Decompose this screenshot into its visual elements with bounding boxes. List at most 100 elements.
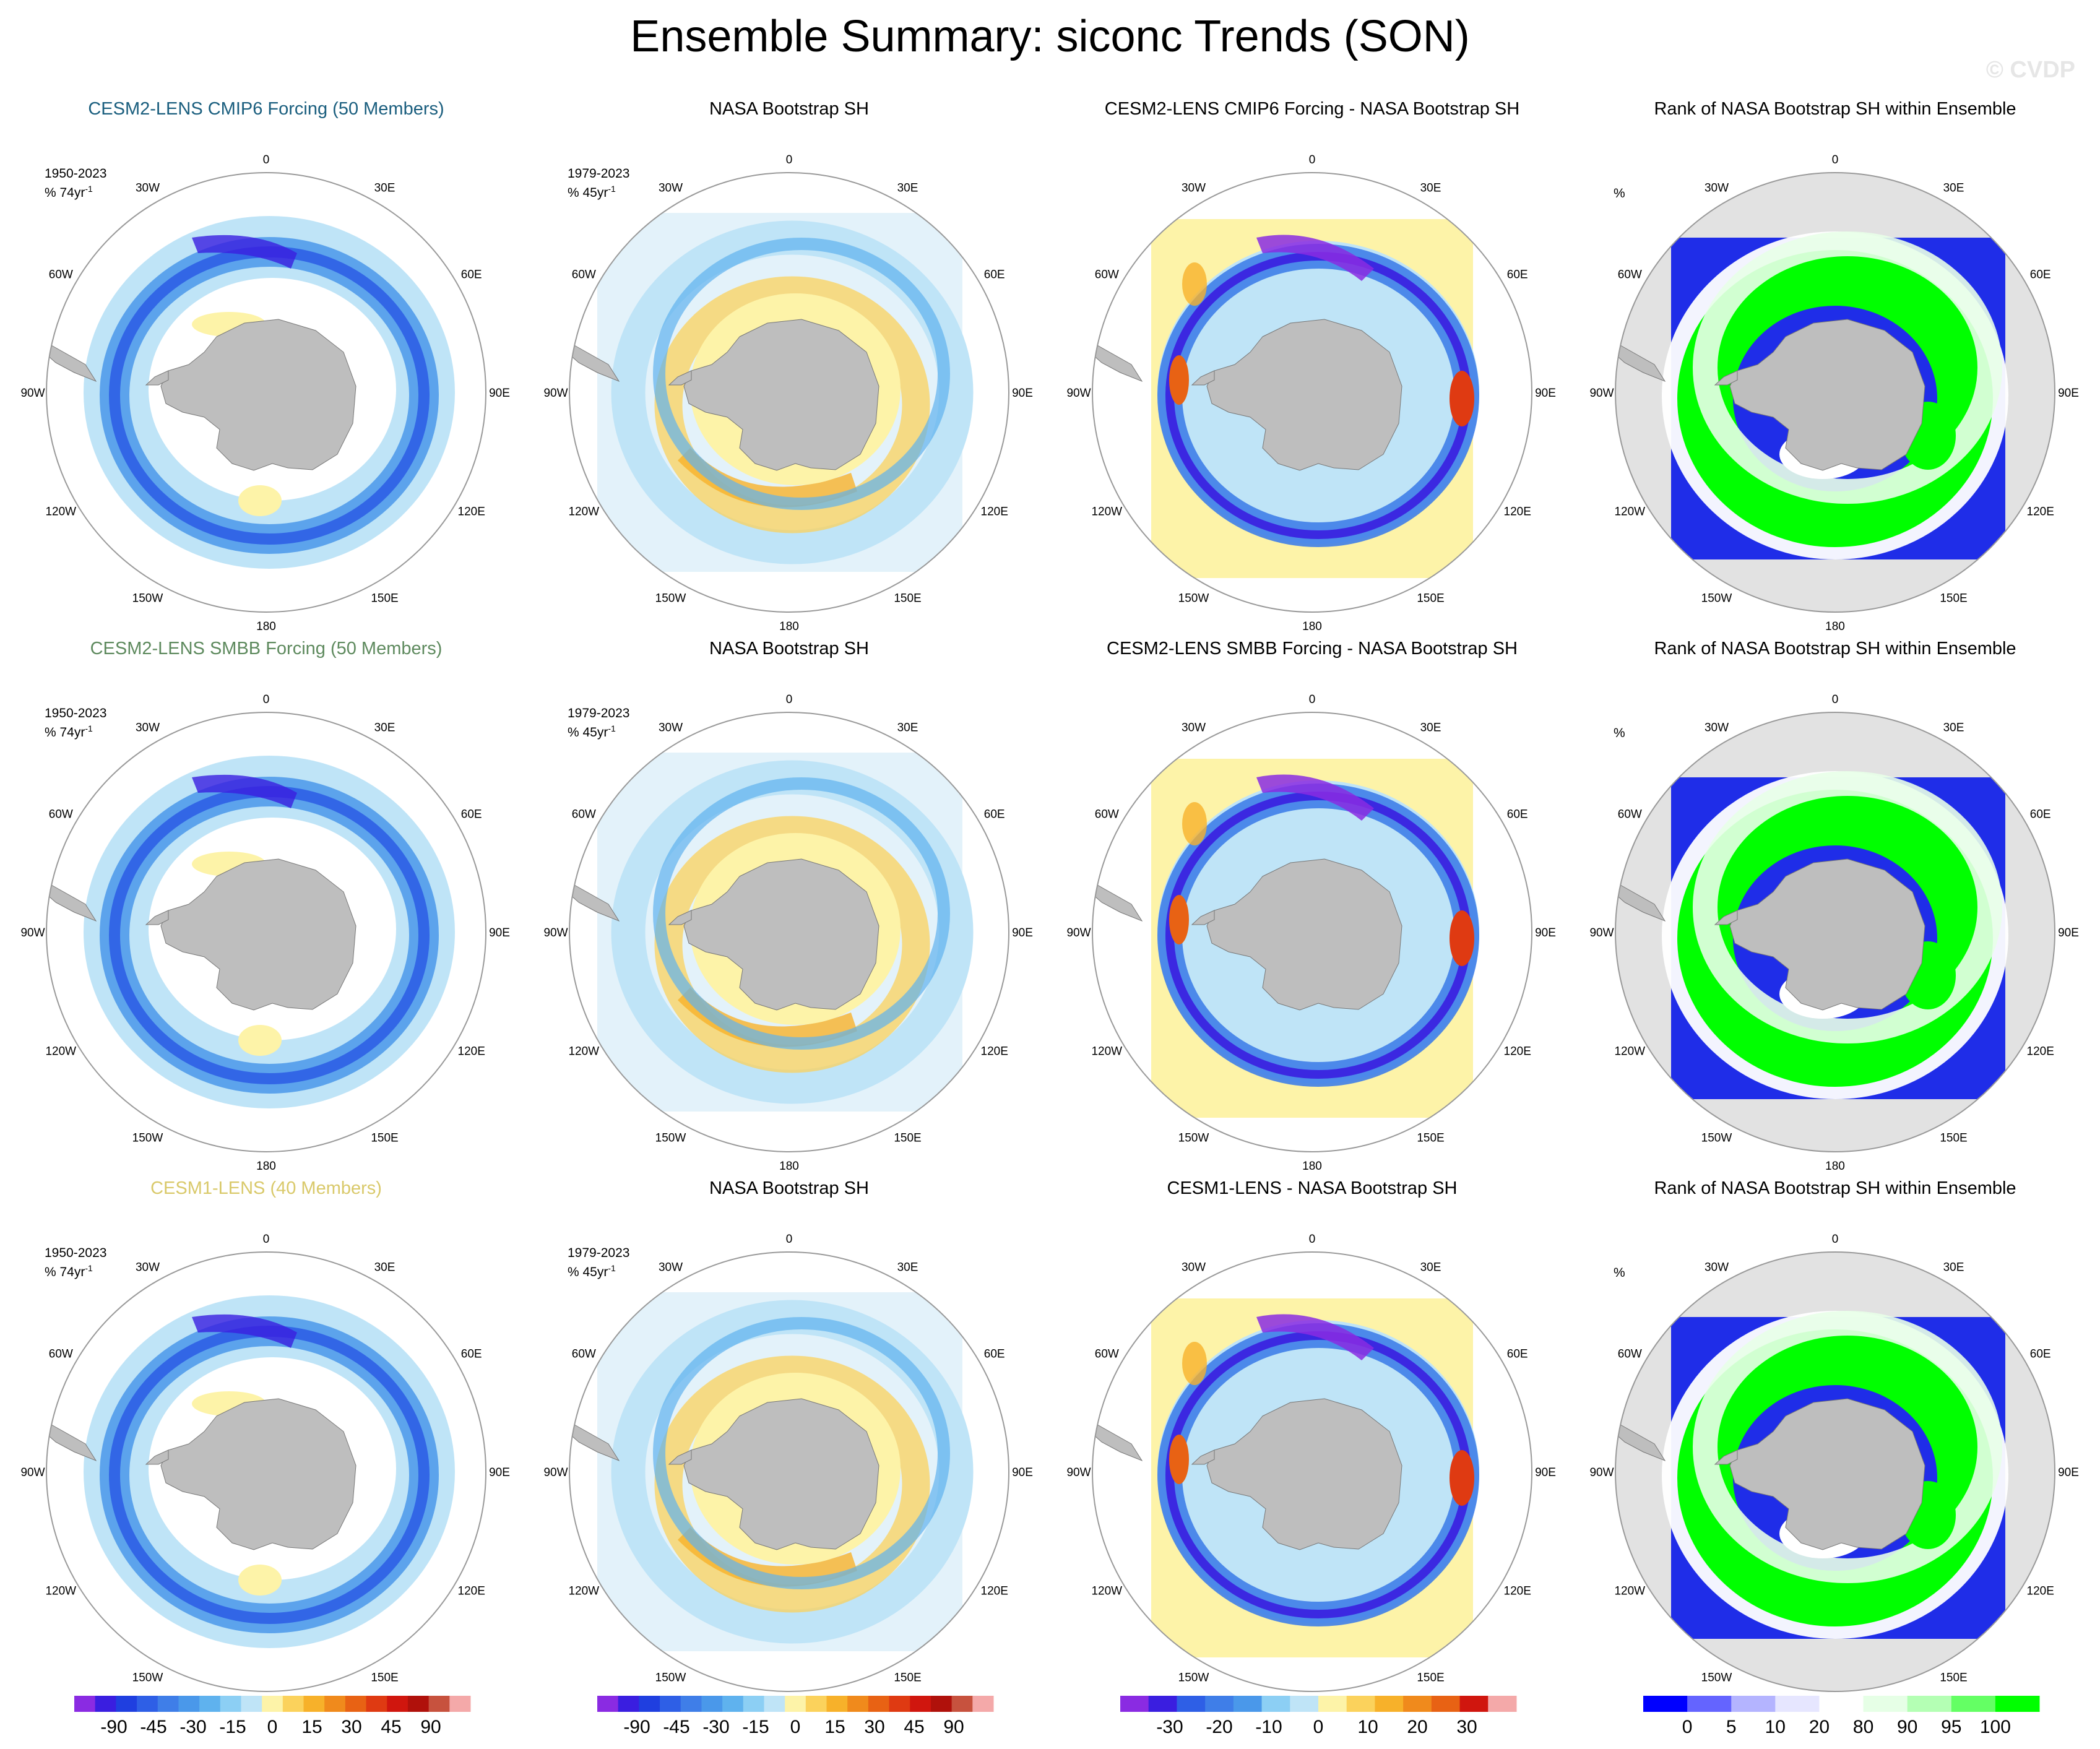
longitude-label: 60W — [572, 1348, 596, 1361]
longitude-label: 90W — [20, 1466, 45, 1479]
map-annotation: 1950-2023% 74yr-1 — [45, 706, 106, 740]
longitude-label: 90W — [20, 926, 45, 939]
colorbar-swatch — [1261, 1696, 1290, 1712]
land-masses — [46, 319, 387, 635]
units-exponent: -1 — [85, 723, 93, 733]
tasmania-shape — [1948, 620, 1956, 635]
longitude-label: 90W — [1066, 387, 1091, 400]
colorbar-label: 10 — [1357, 1717, 1378, 1737]
map-field — [1092, 1298, 1479, 1657]
colorbar-swatch — [116, 1696, 137, 1712]
panel-title: CESM1-LENS (40 Members) — [150, 1178, 382, 1198]
longitude-label: 150E — [1940, 1132, 1967, 1145]
antarctic-peninsula-shape — [668, 910, 692, 925]
longitude-label: 60E — [2030, 1348, 2051, 1361]
panel-title: Rank of NASA Bootstrap SH within Ensembl… — [1654, 99, 2016, 119]
longitude-label: 120W — [45, 1045, 76, 1058]
longitude-label: 120W — [1091, 1045, 1122, 1058]
longitude-label: 60W — [49, 269, 73, 282]
units-label: % 74yr-1 — [45, 181, 106, 201]
map-field — [46, 1295, 455, 1648]
longitude-label: 120E — [1504, 1045, 1531, 1058]
units-label: % 45yr-1 — [568, 1261, 629, 1280]
longitude-label: 180 — [779, 1160, 799, 1173]
land-masses — [46, 858, 356, 1011]
longitude-label: 90W — [1589, 387, 1614, 400]
longitude-label: 150W — [1178, 1672, 1209, 1685]
colorbar-swatch — [220, 1696, 241, 1712]
map-boundary — [569, 172, 1009, 613]
south-america-shape — [1615, 1422, 1666, 1462]
colorbar-swatch — [366, 1696, 387, 1712]
map-annotation: 1979-2023% 45yr-1 — [568, 706, 629, 740]
colorbar-svg: -30 -20 -10 0 10 20 30 — [1120, 1696, 1517, 1737]
longitude-label: 30E — [1420, 181, 1441, 194]
units-text: % — [1614, 186, 1625, 201]
longitude-label: 150W — [132, 1672, 163, 1685]
map-field — [1615, 712, 2055, 1152]
longitude-label: 120W — [568, 506, 599, 519]
colorbar-swatch — [951, 1696, 973, 1712]
map-field — [1615, 1252, 2055, 1691]
panel-row1-obs: NASA Bootstrap SH 0 30E 60E 90E 120E 150E 180 1… — [529, 99, 1049, 644]
antarctic-peninsula-shape — [668, 1449, 692, 1465]
colorbar-label: 90 — [943, 1717, 964, 1737]
longitude-label: 60E — [984, 269, 1005, 282]
longitude-label: 120W — [568, 1045, 599, 1058]
colorbar-swatch — [722, 1696, 744, 1712]
antarctic-peninsula-shape — [1191, 370, 1215, 386]
map-boundary — [1092, 712, 1532, 1152]
longitude-label: 60E — [461, 1348, 482, 1361]
colorbar-swatch — [262, 1696, 283, 1712]
map-boundary — [1092, 172, 1532, 613]
panel-title: NASA Bootstrap SH — [709, 1178, 869, 1198]
longitude-label: 150E — [1940, 592, 1967, 605]
panel-title: CESM2-LENS CMIP6 Forcing (50 Members) — [88, 99, 444, 119]
longitude-label: 90E — [2058, 1466, 2079, 1479]
land-masses — [1092, 858, 1402, 1011]
colorbar-swatch — [137, 1696, 158, 1712]
longitude-label: 150E — [1940, 1672, 1967, 1685]
longitude-label: 60E — [461, 808, 482, 821]
longitude-label: 120W — [1614, 1045, 1645, 1058]
longitude-label: 150E — [894, 1132, 921, 1145]
units-text: % 74yr — [45, 1265, 85, 1279]
panel-row1-rank: Rank of NASA Bootstrap SH within Ensembl… — [1575, 99, 2095, 644]
colorbar-swatch — [157, 1696, 179, 1712]
colorbar-swatch — [1205, 1696, 1234, 1712]
longitude-label: 180 — [1825, 620, 1845, 633]
map-field — [569, 213, 974, 572]
units-label: % 45yr-1 — [568, 181, 629, 201]
longitude-label: 150W — [1178, 592, 1209, 605]
longitude-label: 90W — [1066, 1466, 1091, 1479]
longitude-label: 150E — [371, 1132, 398, 1145]
tasmania-shape — [379, 620, 387, 635]
colorbar-swatch — [1731, 1696, 1776, 1712]
colorbar-swatch — [1403, 1696, 1432, 1712]
longitude-label: 120E — [458, 506, 485, 519]
colorbar-label: -30 — [702, 1717, 729, 1737]
colorbar-swatch — [930, 1696, 953, 1712]
colorbar-swatch — [1488, 1696, 1517, 1712]
longitude-label: 120E — [981, 1045, 1008, 1058]
colorbar-label: -30 — [1156, 1717, 1183, 1737]
longitude-label: 180 — [1302, 1160, 1322, 1173]
colorbar-swatch — [199, 1696, 221, 1712]
longitude-label: 30W — [1705, 721, 1729, 734]
units-label: % — [1614, 725, 1625, 741]
panel-row3-diff: CESM1-LENS - NASA Bootstrap SH 0 30E 60E 90… — [1052, 1178, 1572, 1723]
longitude-label: 60W — [1618, 269, 1642, 282]
colorbar-label: 95 — [1941, 1717, 1961, 1737]
colorbar-swatch — [597, 1696, 619, 1712]
longitude-label: 0 — [263, 1233, 270, 1246]
colorbar-label: 20 — [1407, 1717, 1427, 1737]
south-america-shape — [46, 1422, 97, 1462]
units-label: % — [1614, 186, 1625, 201]
longitude-label: 150W — [655, 1672, 686, 1685]
antarctic-peninsula-shape — [668, 370, 692, 386]
colorbar-label: 0 — [267, 1717, 278, 1737]
